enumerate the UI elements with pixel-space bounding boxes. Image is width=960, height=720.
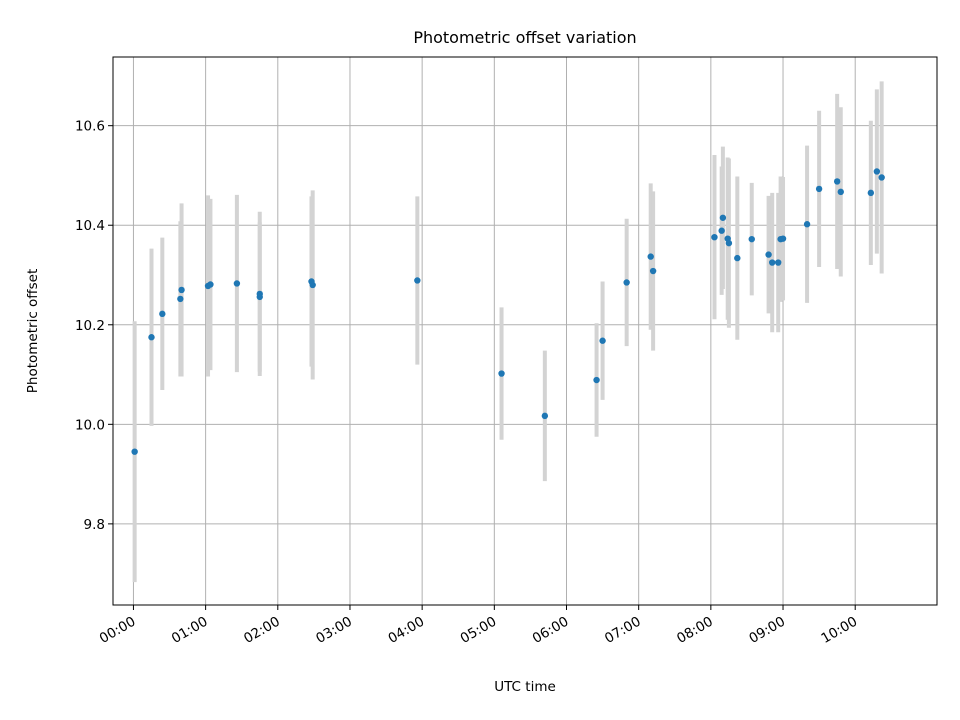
data-point [878, 174, 885, 181]
data-point [647, 253, 654, 260]
y-tick-label: 10.2 [75, 318, 105, 334]
chart-title: Photometric offset variation [413, 28, 636, 47]
data-point [233, 280, 241, 287]
data-point [775, 259, 782, 266]
data-point [719, 214, 727, 221]
y-axis-label: Photometric offset [25, 269, 41, 393]
data-point [178, 286, 185, 294]
point-layer [131, 168, 885, 455]
data-point [207, 281, 214, 288]
data-point [649, 267, 657, 275]
data-point [725, 239, 733, 247]
plot-frame [112, 56, 938, 606]
data-point [623, 279, 630, 286]
data-point [177, 295, 184, 303]
data-point [815, 185, 823, 193]
y-tick-label: 9.8 [84, 517, 105, 533]
y-tick-label: 10.0 [75, 417, 105, 433]
y-tick-label: 10.4 [75, 218, 105, 234]
data-point [309, 281, 316, 289]
grid-layer [113, 57, 937, 605]
data-point [599, 337, 606, 344]
data-point [718, 227, 725, 234]
data-point [833, 178, 841, 185]
data-point [541, 412, 549, 420]
data-point [867, 189, 875, 197]
data-point [498, 370, 505, 377]
data-point [803, 221, 811, 228]
data-point [711, 233, 718, 241]
data-point [837, 188, 844, 196]
data-point [765, 251, 772, 258]
y-tick-label: 10.6 [75, 119, 105, 135]
data-point [873, 168, 881, 175]
data-point [769, 259, 776, 266]
data-point [779, 235, 787, 242]
data-point [734, 254, 741, 262]
data-point [148, 334, 155, 341]
data-point [159, 310, 166, 318]
x-axis-label: UTC time [494, 679, 556, 695]
data-point [256, 293, 263, 301]
data-point [131, 448, 138, 455]
data-point [414, 277, 421, 284]
data-point [593, 376, 600, 384]
data-point [748, 235, 755, 243]
